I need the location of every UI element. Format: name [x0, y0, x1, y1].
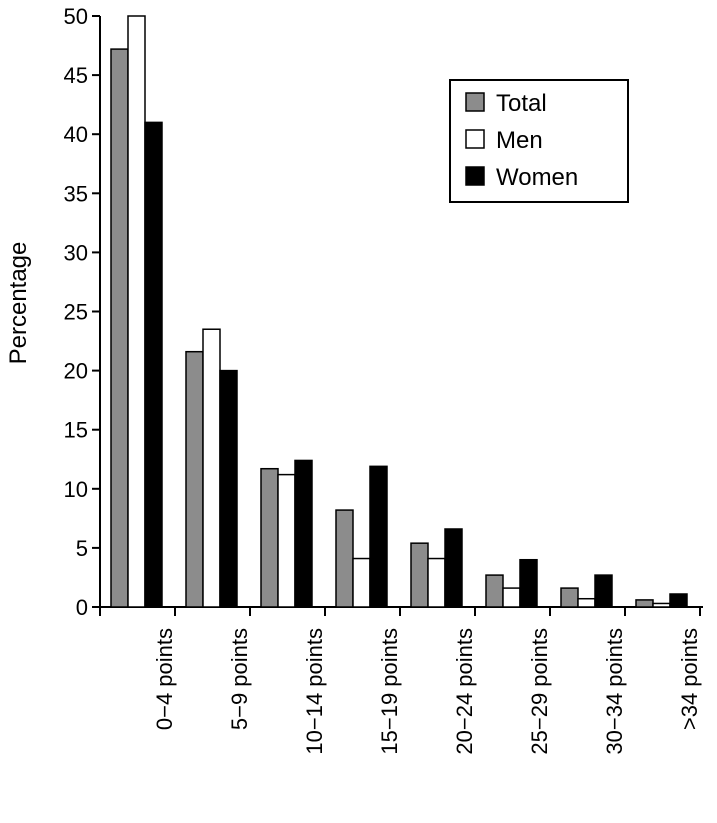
y-axis: 0 5 10 15 20 25 30 35 40 45 50	[64, 4, 101, 620]
legend-swatch-total	[465, 92, 485, 112]
bar-women-5	[519, 558, 538, 608]
bar-men-0	[127, 15, 146, 608]
y-tick-label: 45	[64, 63, 88, 88]
legend-swatch-women	[465, 166, 485, 186]
bars	[110, 15, 688, 608]
bar-total-1	[185, 350, 204, 608]
x-axis: 0−4 points 5−9 points 10−14 points 15−19 po…	[99, 606, 703, 755]
bar-women-0	[144, 121, 163, 608]
bar-men-7	[652, 602, 671, 608]
bar-men-2	[277, 473, 296, 608]
y-axis-title: Percentage	[5, 242, 32, 365]
y-tick-label: 5	[76, 536, 88, 561]
y-tick-label: 15	[64, 418, 88, 443]
x-tick-label: 25−29 points	[527, 628, 552, 755]
bar-total-7	[635, 599, 654, 608]
bar-women-3	[369, 465, 388, 608]
y-tick-label: 35	[64, 181, 88, 206]
bar-total-2	[260, 467, 279, 608]
bar-total-4	[410, 542, 429, 608]
bar-men-3	[352, 557, 371, 608]
y-tick-label: 50	[64, 4, 88, 29]
x-tick-label: 20−24 points	[452, 628, 477, 755]
bar-women-6	[594, 574, 613, 608]
legend-swatch-men	[465, 129, 485, 149]
bar-total-0	[110, 48, 129, 608]
y-tick-label: 0	[76, 595, 88, 620]
x-tick-label: 0−4 points	[152, 628, 177, 730]
x-tick-label: 10−14 points	[302, 628, 327, 755]
bar-men-1	[202, 328, 221, 608]
bar-total-6	[560, 587, 579, 608]
legend: Total Men Women	[449, 79, 629, 203]
bar-men-4	[427, 557, 446, 608]
bar-women-7	[669, 593, 688, 608]
y-tick-label: 40	[64, 122, 88, 147]
y-tick-label: 25	[64, 300, 88, 325]
bar-women-1	[219, 369, 238, 608]
x-tick-label: 15−19 points	[377, 628, 402, 755]
legend-label-men: Men	[496, 127, 543, 154]
y-tick-label: 30	[64, 240, 88, 265]
x-tick-label: 5−9 points	[227, 628, 252, 730]
bar-men-6	[577, 597, 596, 608]
legend-label-women: Women	[496, 164, 578, 191]
legend-label-total: Total	[496, 90, 547, 117]
y-tick-label: 10	[64, 477, 88, 502]
bar-total-5	[485, 574, 504, 608]
x-tick-label: >34 points	[677, 628, 702, 730]
bar-women-4	[444, 528, 463, 608]
bar-men-5	[502, 587, 521, 608]
bar-women-2	[294, 459, 313, 608]
bar-total-3	[335, 509, 354, 608]
x-tick-label: 30−34 points	[602, 628, 627, 755]
y-tick-label: 20	[64, 359, 88, 384]
